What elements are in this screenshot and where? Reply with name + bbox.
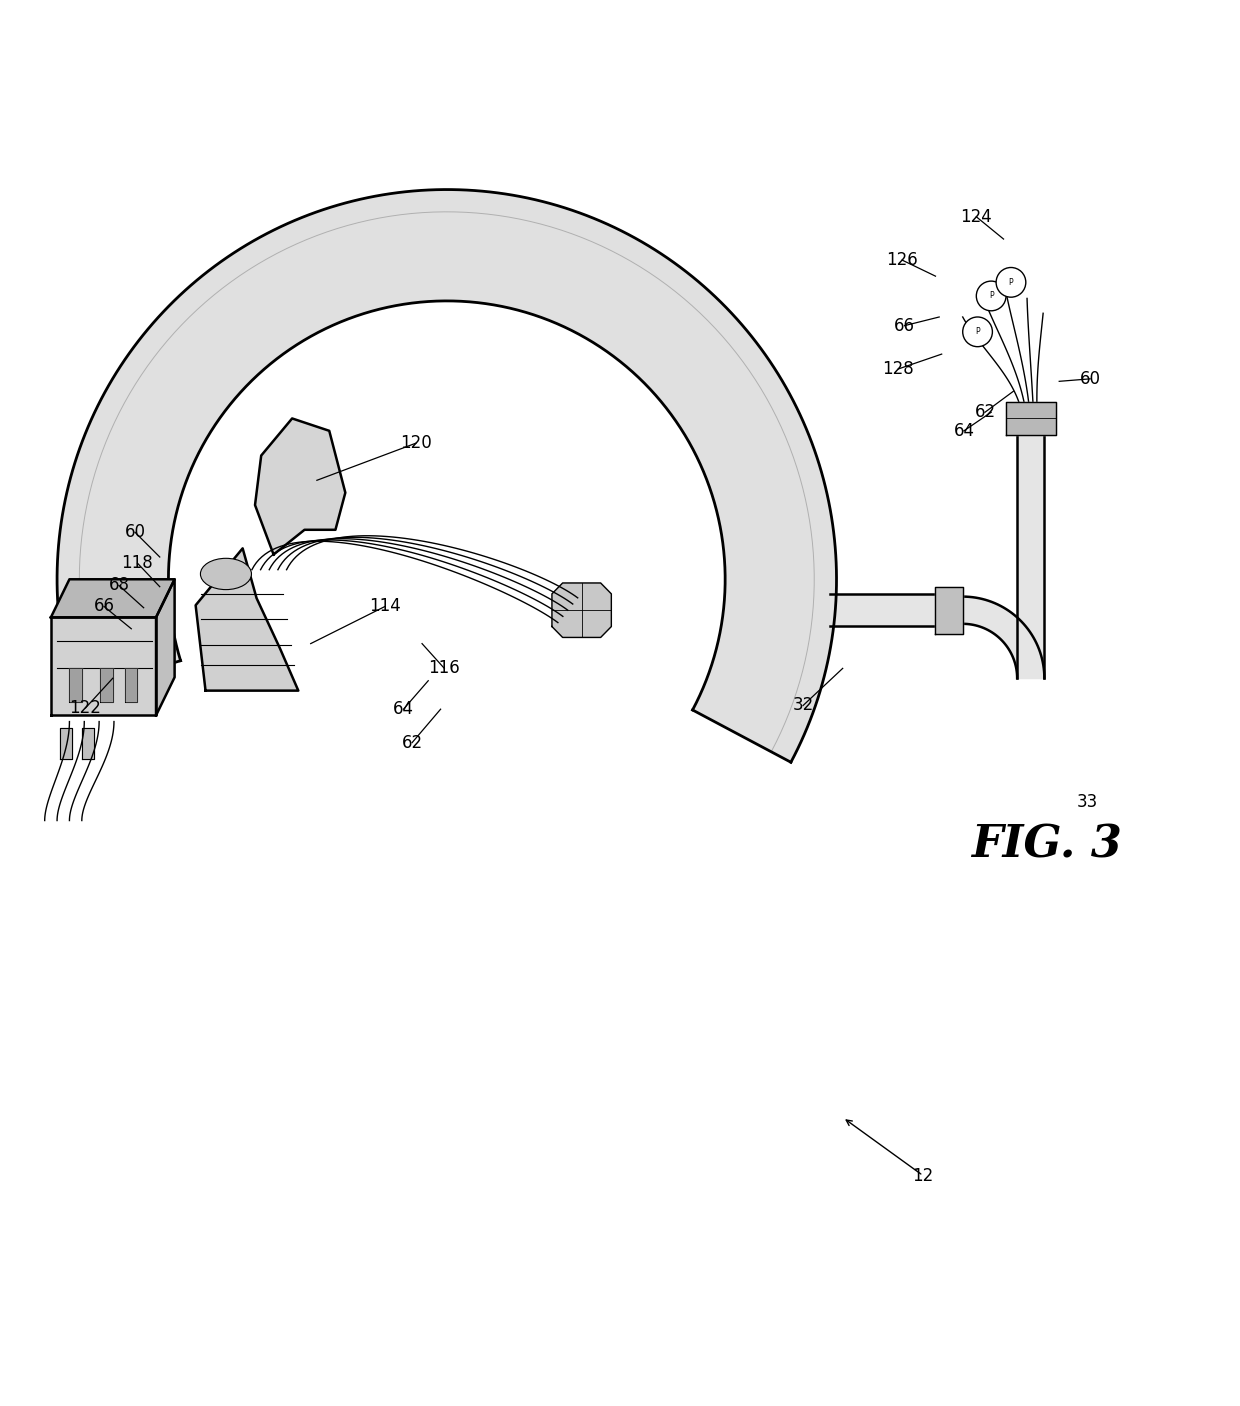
Polygon shape — [82, 728, 94, 759]
Text: 128: 128 — [883, 360, 914, 378]
Text: 124: 124 — [961, 208, 992, 226]
Text: 120: 120 — [401, 434, 432, 453]
Text: 62: 62 — [402, 734, 423, 752]
Text: 64: 64 — [393, 700, 414, 718]
Polygon shape — [51, 579, 175, 617]
Text: 33: 33 — [1078, 793, 1099, 811]
Polygon shape — [156, 579, 175, 716]
Polygon shape — [125, 668, 138, 702]
Text: P: P — [988, 291, 993, 301]
Text: FIG. 3: FIG. 3 — [971, 824, 1122, 866]
Polygon shape — [57, 190, 837, 762]
Text: 122: 122 — [69, 699, 102, 717]
Polygon shape — [1006, 402, 1055, 434]
Polygon shape — [100, 668, 113, 702]
Text: 32: 32 — [792, 696, 813, 714]
Polygon shape — [51, 617, 156, 716]
Text: P: P — [1008, 278, 1013, 287]
Text: 66: 66 — [93, 598, 114, 616]
Text: 12: 12 — [913, 1167, 934, 1185]
Polygon shape — [196, 548, 299, 690]
Polygon shape — [962, 596, 1044, 678]
Polygon shape — [69, 668, 82, 702]
Text: 66: 66 — [894, 316, 915, 335]
Text: 126: 126 — [887, 252, 918, 269]
Ellipse shape — [201, 558, 252, 589]
Text: 118: 118 — [122, 554, 154, 572]
Text: P: P — [975, 328, 980, 336]
Polygon shape — [935, 586, 962, 634]
Text: 114: 114 — [370, 598, 401, 616]
Text: 64: 64 — [954, 422, 975, 440]
Text: 116: 116 — [429, 659, 460, 678]
Polygon shape — [60, 728, 72, 759]
Text: 60: 60 — [1080, 370, 1101, 388]
Circle shape — [996, 267, 1025, 297]
Text: 62: 62 — [975, 404, 996, 422]
Circle shape — [976, 281, 1006, 311]
Text: 60: 60 — [124, 523, 145, 541]
Text: 68: 68 — [108, 576, 129, 595]
Circle shape — [962, 316, 992, 347]
Polygon shape — [552, 583, 611, 637]
Polygon shape — [255, 419, 345, 554]
